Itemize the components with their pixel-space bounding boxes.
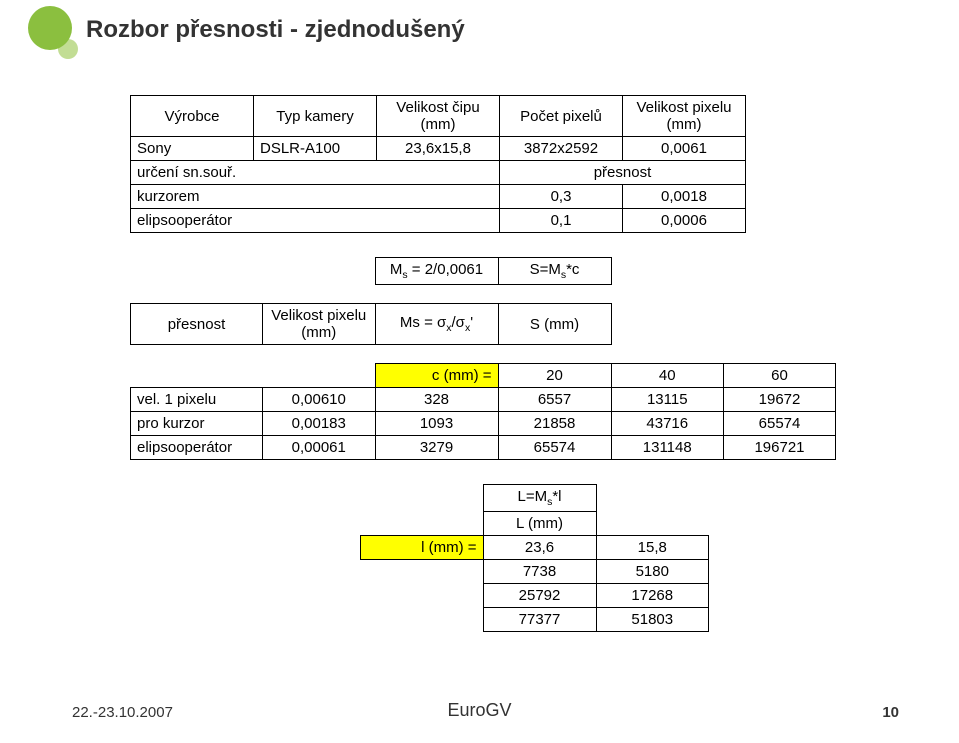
cell: 15,8 [596,536,709,560]
cell: S=Ms*c [498,258,611,285]
cell: 23,6x15,8 [377,137,500,161]
table-row: pro kurzor 0,00183 1093 21858 43716 6557… [131,412,836,436]
cell: 0,00610 [263,388,376,412]
cell: 7738 [483,560,596,584]
cell: l (mm) = [361,536,484,560]
cell: S (mm) [498,304,611,345]
decor-bullet-large [28,6,72,50]
footer-page-number: 10 [882,704,899,721]
cell: pro kurzor [131,412,263,436]
cell: přesnost [131,304,263,345]
cell: 3872x2592 [500,137,623,161]
table-row: elipsooperátor 0,1 0,0006 [131,209,746,233]
cell: 20 [498,364,611,388]
cell: 328 [375,388,498,412]
table-row: kurzorem 0,3 0,0018 [131,185,746,209]
cell: 0,00061 [263,436,376,460]
cell: 65574 [498,436,611,460]
cell: L=Ms*l [483,485,596,512]
cell: Výrobce [131,96,254,137]
cell: 25792 [483,584,596,608]
table-row: l (mm) = 23,6 15,8 [361,536,709,560]
cell: Velikost pixelu (mm) [623,96,746,137]
cell: elipsooperátor [131,209,500,233]
cell: Ms = 2/0,0061 [375,258,498,285]
cell: 77377 [483,608,596,632]
cell: 6557 [498,388,611,412]
table-row: 7738 5180 [361,560,709,584]
cell: 51803 [596,608,709,632]
table-camera: Výrobce Typ kamery Velikost čipu (mm) Po… [130,95,746,233]
table-precision: Ms = 2/0,0061 S=Ms*c přesnost Velikost p… [130,257,836,460]
cell: určení sn.souř. [131,161,500,185]
cell: Ms = σx/σx' [375,304,498,345]
cell: 21858 [498,412,611,436]
cell: 19672 [724,388,836,412]
cell: 5180 [596,560,709,584]
table-row: přesnost Velikost pixelu (mm) Ms = σx/σx… [131,304,836,345]
cell: vel. 1 pixelu [131,388,263,412]
table-row: vel. 1 pixelu 0,00610 328 6557 13115 196… [131,388,836,412]
cell: 131148 [611,436,724,460]
table-row: Ms = 2/0,0061 S=Ms*c [131,258,836,285]
cell: Počet pixelů [500,96,623,137]
cell: 0,0006 [623,209,746,233]
cell: Typ kamery [254,96,377,137]
cell: kurzorem [131,185,500,209]
cell: přesnost [500,161,746,185]
table-row: 77377 51803 [361,608,709,632]
table-row: určení sn.souř. přesnost [131,161,746,185]
cell: c (mm) = [375,364,498,388]
cell: 65574 [724,412,836,436]
table-row: Výrobce Typ kamery Velikost čipu (mm) Po… [131,96,746,137]
content-area: Výrobce Typ kamery Velikost čipu (mm) Po… [130,95,836,656]
cell: 40 [611,364,724,388]
cell: 0,1 [500,209,623,233]
cell: 0,3 [500,185,623,209]
table-row: c (mm) = 20 40 60 [131,364,836,388]
cell: 43716 [611,412,724,436]
cell: Velikost čipu (mm) [377,96,500,137]
cell: 0,0061 [623,137,746,161]
cell: elipsooperátor [131,436,263,460]
table-row: L (mm) [361,512,709,536]
footer-company: EuroGV [0,700,959,721]
cell: Sony [131,137,254,161]
cell: Velikost pixelu (mm) [263,304,376,345]
table-row: L=Ms*l [361,485,709,512]
cell: L (mm) [483,512,596,536]
cell: 17268 [596,584,709,608]
cell: 196721 [724,436,836,460]
cell: 23,6 [483,536,596,560]
cell: DSLR-A100 [254,137,377,161]
cell: 3279 [375,436,498,460]
cell: 13115 [611,388,724,412]
cell: 60 [724,364,836,388]
cell: 0,0018 [623,185,746,209]
cell: 1093 [375,412,498,436]
table-row: Sony DSLR-A100 23,6x15,8 3872x2592 0,006… [131,137,746,161]
table-row: elipsooperátor 0,00061 3279 65574 131148… [131,436,836,460]
table-row: 25792 17268 [361,584,709,608]
cell: 0,00183 [263,412,376,436]
page-title: Rozbor přesnosti - zjednodušený [86,16,465,44]
table-length: L=Ms*l L (mm) l (mm) = 23,6 15,8 7738 51… [360,484,709,632]
